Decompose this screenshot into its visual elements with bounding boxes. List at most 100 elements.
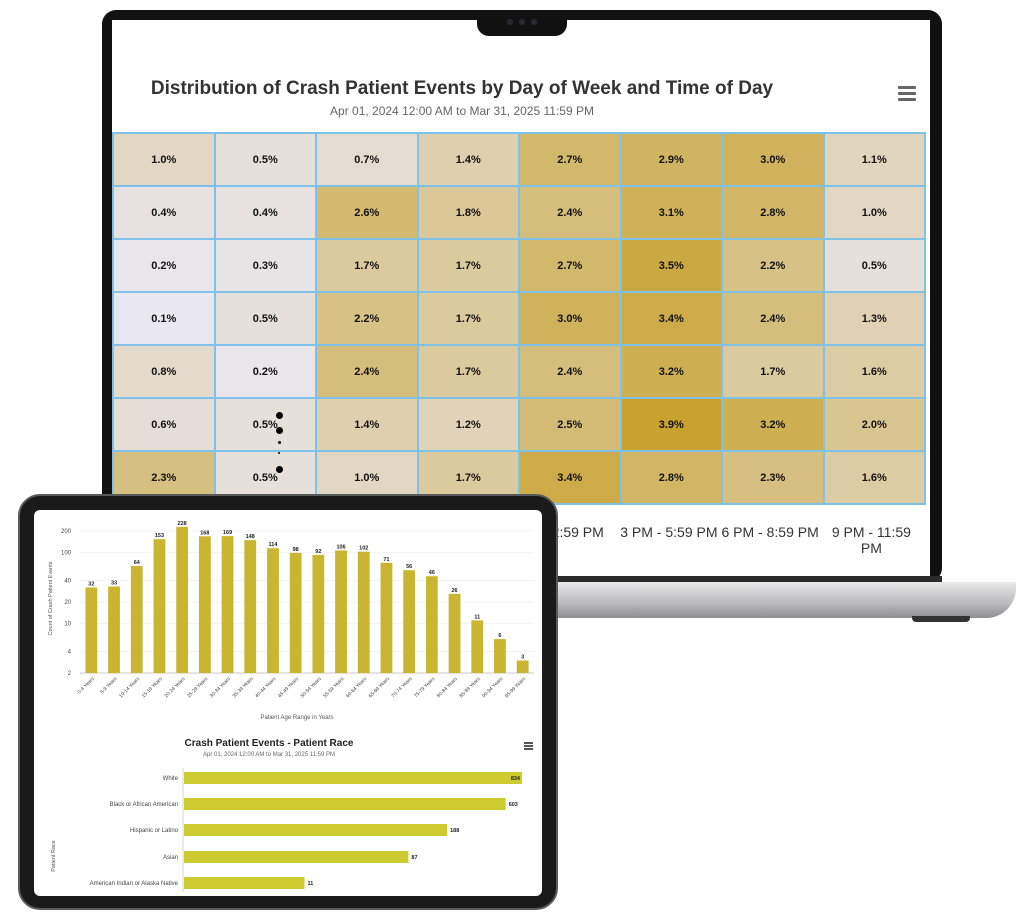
heatmap-title: Distribution of Crash Patient Events by … [150, 78, 774, 99]
age-bar [108, 586, 120, 673]
camera-notch [477, 10, 567, 36]
tablet-screen: 2 4 10 20 40 100 200 32 0-4 Years 33 5-9 Years 64 10… [34, 510, 542, 896]
y-tick-label: 20 [64, 600, 71, 606]
heatmap-cell: 1.6% [824, 452, 924, 503]
race-bar-chart: White 834 Black or African American 603 Hisp… [51, 768, 522, 892]
heatmap-cell: 2.4% [317, 346, 417, 397]
age-bar [335, 550, 347, 673]
race-category-label: Black or African American [110, 802, 178, 808]
bar-data-label: 71 [383, 557, 389, 563]
x-tick-label: 70-74 Years [390, 676, 413, 699]
heatmap-cell: 0.7% [317, 134, 417, 185]
bar-data-label: 603 [509, 802, 518, 808]
heatmap-cell: 0.4% [114, 187, 214, 238]
x-tick-label: 30-34 Years [209, 676, 232, 699]
bar-data-label: 153 [155, 533, 164, 539]
heatmap-cell: 3.4% [621, 293, 721, 344]
age-bar [153, 539, 166, 673]
heatmap-cell: 1.7% [418, 293, 518, 344]
x-tick-label: 75-79 Years [413, 676, 436, 699]
bar-data-label: 11 [307, 881, 313, 887]
hamburger-menu-icon[interactable] [524, 742, 533, 751]
x-tick-label: 85-89 Years [459, 676, 482, 699]
race-category-label: Asian [163, 855, 178, 861]
x-tick-label: 5-9 Years [99, 676, 119, 696]
x-tick-label: 40-44 Years [254, 676, 277, 699]
heatmap-cell: 1.7% [418, 240, 518, 291]
heatmap-cell: 0.4% [215, 187, 315, 238]
y-tick-label: 10 [64, 621, 71, 627]
y-axis-title: Patient Race [51, 840, 57, 872]
x-axis-title: Patient Age Range in Years [260, 715, 333, 721]
heatmap-cell: 2.9% [621, 134, 721, 185]
heatmap-cell: 0.5% [215, 134, 315, 185]
race-bar [184, 824, 448, 836]
heatmap-cell: 2.7% [520, 134, 620, 185]
bar-data-label: 188 [450, 828, 459, 834]
heatmap-cell: 3.2% [723, 399, 823, 450]
heatmap-cell: 1.0% [114, 134, 214, 185]
heatmap-cell: 0.3% [215, 240, 315, 291]
bar-data-label: 64 [134, 560, 141, 566]
age-bar [312, 554, 325, 673]
x-tick-label: 45-49 Years [277, 676, 300, 699]
heatmap-x-tick-label: 9 PM - 11:59 PM [831, 524, 911, 556]
y-tick-label: 100 [61, 550, 72, 556]
x-tick-label: 65-69 Years [368, 676, 391, 699]
race-category-label: American Indian or Alaska Native [90, 881, 179, 887]
x-tick-label: 15-19 Years [141, 676, 164, 699]
heatmap-cell: 1.7% [418, 346, 518, 397]
age-bar [425, 576, 438, 673]
heatmap-cell: 1.4% [418, 134, 518, 185]
heatmap-cell: 1.1% [824, 134, 924, 185]
heatmap-cell: 3.4% [520, 452, 620, 503]
race-bar [184, 877, 305, 889]
bar-data-label: 26 [451, 588, 457, 594]
heatmap-cell: 3.9% [621, 399, 721, 450]
heatmap-x-tick-label: 3 PM - 5:59 PM [620, 524, 718, 540]
laptop-foot [912, 616, 970, 622]
heatmap-cell: 1.7% [317, 240, 417, 291]
bar-data-label: 3 [521, 654, 524, 660]
x-tick-label: 20-24 Years [163, 676, 186, 699]
bar-data-label: 56 [406, 564, 412, 570]
bar-data-label: 148 [246, 534, 255, 540]
x-tick-label: 50-54 Years [300, 676, 323, 699]
y-tick-label: 4 [68, 650, 72, 656]
y-tick-label: 200 [61, 529, 72, 535]
hamburger-menu-icon[interactable] [898, 86, 916, 104]
age-bar [471, 620, 484, 673]
race-bar [184, 851, 409, 863]
y-tick-label: 2 [68, 671, 72, 677]
race-chart-subtitle: Apr 01, 2024 12:00 AM to Mar 31, 2025 11… [203, 752, 335, 758]
x-tick-label: 10-14 Years [118, 676, 141, 699]
x-tick-label: 60-64 Years [345, 676, 368, 699]
heatmap-cell: 1.7% [723, 346, 823, 397]
age-bar [357, 551, 370, 673]
bar-data-label: 102 [359, 546, 368, 552]
heatmap-cell: 2.4% [520, 187, 620, 238]
age-bar [403, 570, 416, 673]
age-bar [516, 660, 529, 673]
bar-data-label: 834 [511, 776, 521, 782]
heatmap-cell: 2.5% [520, 399, 620, 450]
heatmap-cell: 2.2% [723, 240, 823, 291]
heatmap-x-tick-label: 6 PM - 8:59 PM [721, 524, 819, 540]
age-bar [448, 593, 461, 673]
bar-data-label: 169 [223, 530, 232, 536]
heatmap-cell: 0.5% [215, 399, 315, 450]
age-bar [244, 540, 257, 673]
bar-data-label: 46 [429, 570, 435, 576]
heatmap-cell: 2.7% [520, 240, 620, 291]
bar-data-label: 92 [315, 549, 321, 555]
bar-data-label: 98 [293, 547, 299, 553]
bar-data-label: 228 [178, 521, 187, 527]
age-range-bar-chart: 2 4 10 20 40 100 200 32 0-4 Years 33 5-9 Years 64 10… [48, 521, 534, 721]
heatmap-cell: 1.2% [418, 399, 518, 450]
heatmap-cell: 1.8% [418, 187, 518, 238]
heatmap-cell: 1.6% [824, 346, 924, 397]
bar-data-label: 168 [200, 530, 209, 536]
x-tick-label: 35-39 Years [232, 676, 255, 699]
heatmap-cell: 2.6% [317, 187, 417, 238]
x-tick-label: 90-94 Years [481, 676, 504, 699]
